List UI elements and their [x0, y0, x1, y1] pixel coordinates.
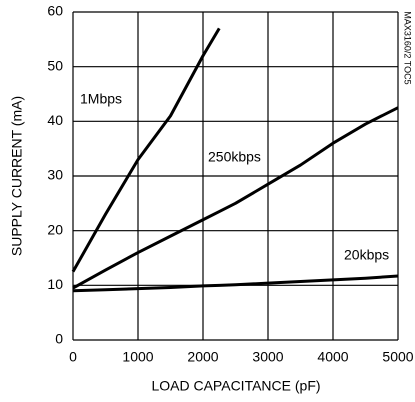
y-axis-label: SUPPLY CURRENT (mA) — [9, 96, 25, 256]
y-tick-label: 50 — [47, 57, 63, 73]
y-tick-label: 0 — [55, 331, 63, 347]
y-tick-label: 40 — [47, 112, 63, 128]
series-label: 20kbps — [344, 247, 389, 263]
y-tick-label: 20 — [47, 221, 63, 237]
y-tick-label: 10 — [47, 276, 63, 292]
figure-note: MAX3160/2 TOC5 — [403, 11, 413, 84]
y-tick-label: 30 — [47, 167, 63, 183]
data-line — [72, 106, 399, 290]
x-tick-label: 0 — [69, 349, 77, 365]
x-tick-label: 3000 — [252, 349, 283, 365]
x-tick-label: 1000 — [122, 349, 153, 365]
series-label: 1Mbps — [80, 91, 122, 107]
x-axis-label: LOAD CAPACITANCE (pF) — [151, 378, 320, 394]
x-tick-label: 2000 — [187, 349, 218, 365]
data-line — [71, 27, 221, 273]
series-label: 250kbps — [208, 149, 261, 165]
x-tick-label: 4000 — [317, 349, 348, 365]
data-line — [72, 274, 399, 293]
x-tick-label: 5000 — [382, 349, 413, 365]
y-tick-label: 60 — [47, 3, 63, 19]
